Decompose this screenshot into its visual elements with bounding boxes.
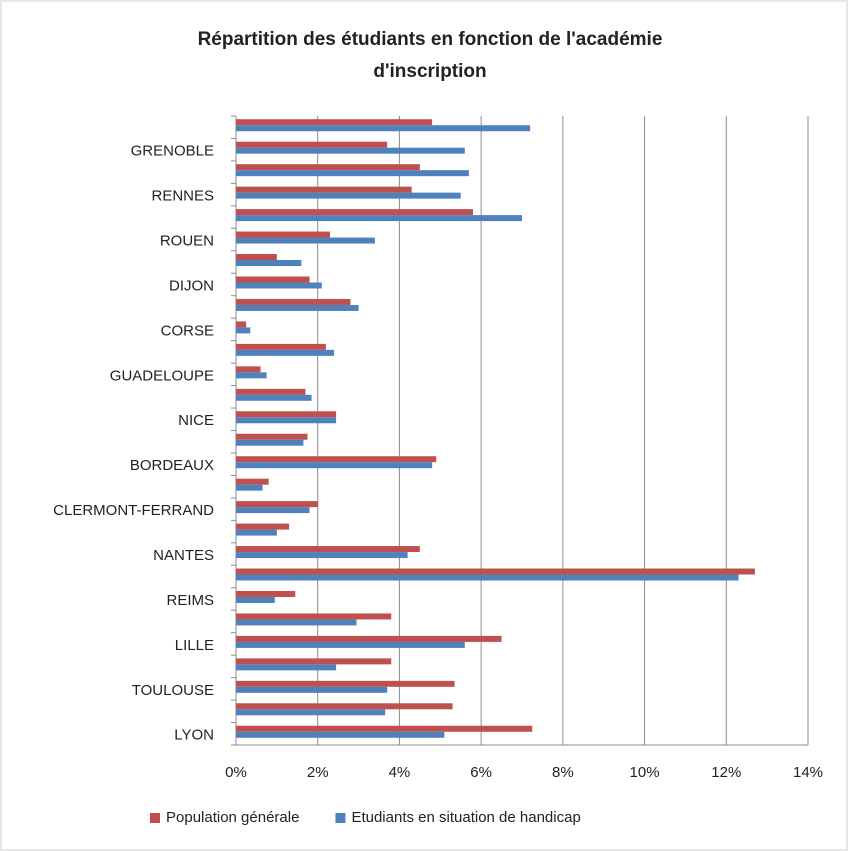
y-tick-label: GRENOBLE: [131, 143, 214, 160]
bar: [236, 388, 306, 395]
bar: [236, 366, 261, 373]
bar: [236, 462, 433, 469]
bar: [236, 327, 251, 334]
bar: [236, 523, 290, 530]
chart-title: Répartition des étudiants en fonction de…: [198, 29, 663, 50]
bar: [236, 349, 335, 356]
bar: [236, 394, 312, 401]
y-tick-label: ROUEN: [160, 233, 214, 250]
bar: [236, 119, 433, 126]
bar: [236, 529, 277, 536]
bar: [236, 125, 531, 132]
bar: [236, 552, 408, 559]
x-tick-label: 6%: [470, 764, 492, 781]
bar: [236, 613, 392, 620]
bar: [236, 658, 392, 665]
bar: [236, 709, 386, 716]
bar: [236, 282, 322, 289]
y-tick-label: NICE: [178, 412, 214, 429]
y-tick-label: RENNES: [151, 188, 214, 205]
y-tick-label: DIJON: [169, 277, 214, 294]
bar: [236, 641, 465, 648]
bar: [236, 501, 318, 508]
bar: [236, 703, 453, 710]
bar: [236, 237, 375, 244]
bar: [236, 321, 247, 328]
bar: [236, 507, 310, 514]
bar: [236, 635, 502, 642]
bar: [236, 304, 359, 311]
y-tick-label: REIMS: [166, 592, 214, 609]
bar: [236, 276, 310, 283]
chart-title: d'inscription: [373, 61, 486, 82]
bar: [236, 170, 469, 177]
bar: [236, 619, 357, 626]
bar: [236, 141, 388, 148]
y-tick-label: NANTES: [153, 547, 214, 564]
y-tick-label: GUADELOUPE: [110, 367, 214, 384]
bar: [236, 192, 461, 199]
bar: [236, 725, 533, 732]
y-tick-label: LILLE: [175, 637, 214, 654]
bar: [236, 372, 267, 379]
bar: [236, 686, 388, 693]
bar: [236, 484, 263, 491]
y-tick-label: LYON: [174, 727, 214, 744]
legend-label: Population générale: [166, 809, 299, 826]
bar: [236, 664, 337, 671]
bar: [236, 456, 437, 463]
bar: [236, 209, 473, 216]
x-tick-label: 0%: [225, 764, 247, 781]
bar: [236, 546, 420, 553]
bar: [236, 411, 337, 418]
bar: [236, 231, 330, 238]
bar: [236, 298, 351, 305]
bar: [236, 215, 522, 222]
bar: [236, 254, 277, 261]
bar: [236, 439, 304, 446]
bar: [236, 731, 445, 738]
y-tick-label: CLERMONT-FERRAND: [53, 502, 214, 519]
bar: [236, 574, 739, 581]
bar: [236, 417, 337, 424]
bar: [236, 260, 302, 267]
x-tick-label: 14%: [793, 764, 823, 781]
bar: [236, 343, 326, 350]
bar: [236, 590, 296, 597]
bar: [236, 433, 308, 440]
x-tick-label: 4%: [389, 764, 411, 781]
bar: [236, 186, 412, 193]
bar: [236, 568, 755, 575]
bar: [236, 596, 275, 603]
bar: [236, 164, 420, 171]
bar: [236, 147, 465, 154]
bar: [236, 478, 269, 485]
legend-swatch: [150, 813, 160, 823]
y-tick-label: BORDEAUX: [130, 457, 214, 474]
y-tick-label: TOULOUSE: [132, 682, 214, 699]
bar: [236, 680, 455, 687]
x-tick-label: 2%: [307, 764, 329, 781]
y-tick-label: CORSE: [161, 322, 214, 339]
legend-label: Etudiants en situation de handicap: [351, 809, 580, 826]
x-tick-label: 8%: [552, 764, 574, 781]
x-tick-label: 12%: [711, 764, 741, 781]
legend-swatch: [335, 813, 346, 823]
x-tick-label: 10%: [630, 764, 660, 781]
